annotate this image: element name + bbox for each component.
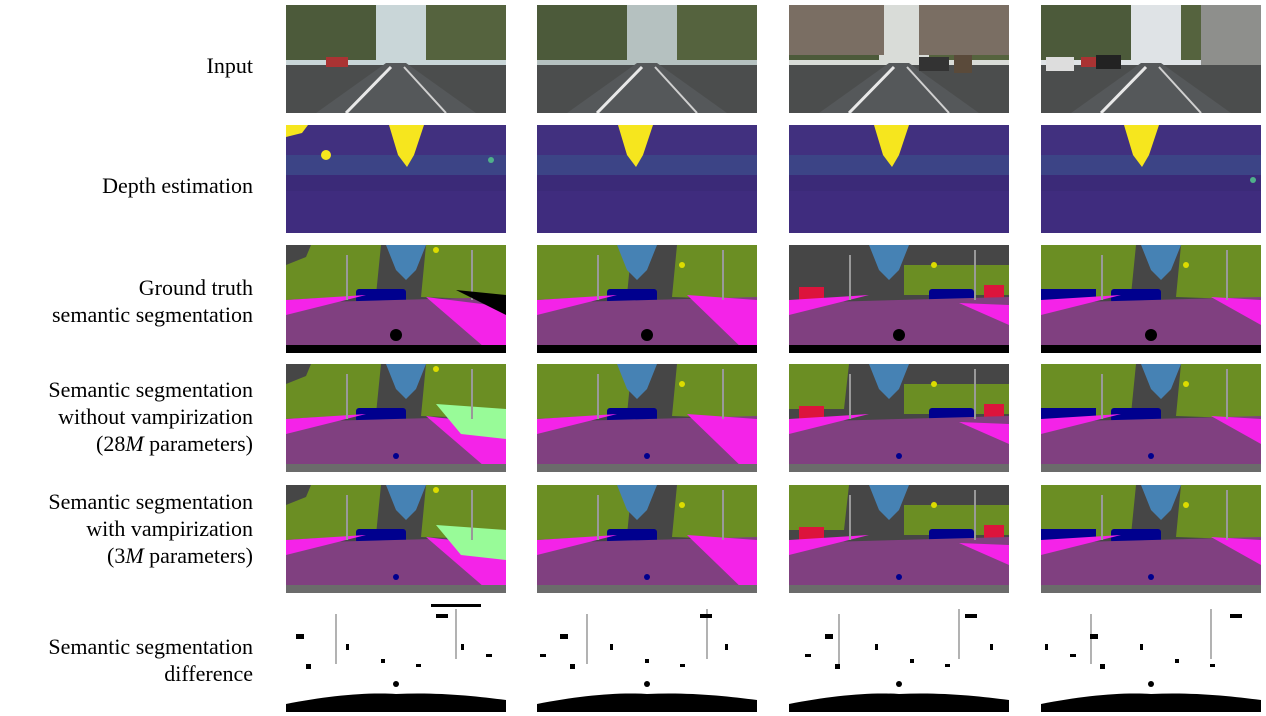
panel-gt-col2 bbox=[537, 245, 757, 353]
panel-diff-col2 bbox=[537, 604, 757, 712]
row-label-gt: Ground truth semantic segmentation bbox=[52, 275, 253, 327]
panel-with-col4 bbox=[1041, 485, 1261, 593]
panel-diff-col3 bbox=[789, 604, 1009, 712]
panel-gt-col4 bbox=[1041, 245, 1261, 353]
panel-diff-col4 bbox=[1041, 604, 1261, 712]
panel-without-col4 bbox=[1041, 364, 1261, 472]
panel-without-col1 bbox=[286, 364, 506, 472]
panel-input-col2 bbox=[537, 5, 757, 113]
panel-gt-col3 bbox=[789, 245, 1009, 353]
param-line-3m: (3M parameters) bbox=[107, 543, 253, 568]
panel-input-col3 bbox=[789, 5, 1009, 113]
panel-gt-col1 bbox=[286, 245, 506, 353]
panel-depth-col1 bbox=[286, 125, 506, 233]
panel-input-col4 bbox=[1041, 5, 1261, 113]
row-label-depth: Depth estimation bbox=[102, 173, 253, 198]
panel-depth-col4 bbox=[1041, 125, 1261, 233]
row-label-input: Input bbox=[206, 53, 253, 78]
panel-without-col2 bbox=[537, 364, 757, 472]
row-label-with: Semantic segmentation with vampirization… bbox=[48, 489, 253, 568]
row-label-without: Semantic segmentation without vampirizat… bbox=[48, 377, 253, 456]
panel-depth-col2 bbox=[537, 125, 757, 233]
panel-input-col1 bbox=[286, 5, 506, 113]
panel-with-col2 bbox=[537, 485, 757, 593]
panel-without-col3 bbox=[789, 364, 1009, 472]
panel-with-col1 bbox=[286, 485, 506, 593]
row-label-diff: Semantic segmentation difference bbox=[48, 634, 253, 686]
panel-with-col3 bbox=[789, 485, 1009, 593]
panel-diff-col1 bbox=[286, 604, 506, 712]
param-line-28m: (28M parameters) bbox=[96, 431, 253, 456]
panel-depth-col3 bbox=[789, 125, 1009, 233]
